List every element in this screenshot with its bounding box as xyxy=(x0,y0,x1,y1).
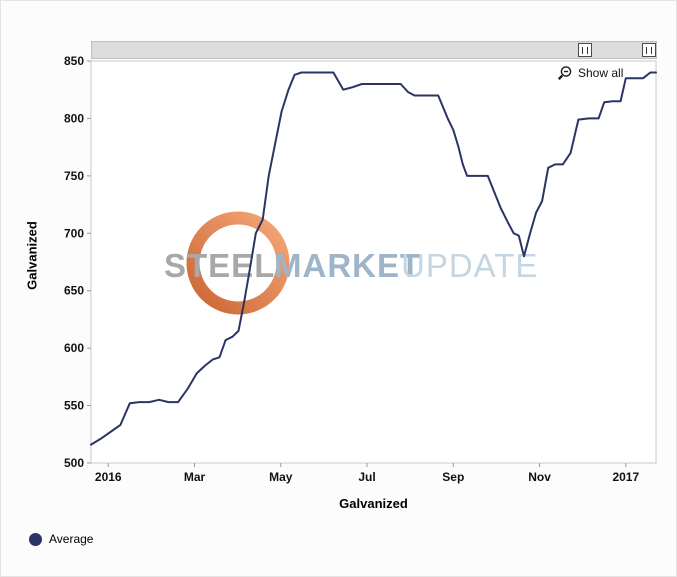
logo-ring-icon xyxy=(186,211,290,315)
chart-range-scrollbar[interactable] xyxy=(91,41,657,59)
y-axis-title: Galvanized xyxy=(24,221,40,290)
x-tick-label: Jul xyxy=(358,470,375,484)
x-tick-label: Nov xyxy=(528,470,551,484)
show-all-button[interactable]: Show all xyxy=(557,65,623,81)
x-tick-label: 2016 xyxy=(95,470,122,484)
plot-background xyxy=(90,60,657,464)
x-tick-label: Mar xyxy=(184,470,206,484)
zoom-out-icon xyxy=(557,66,572,81)
y-tick-label: 750 xyxy=(64,169,84,183)
scrollbar-left-handle[interactable] xyxy=(578,43,592,57)
watermark-word-steel: STEEL xyxy=(164,247,275,284)
x-axis-title: Galvanized xyxy=(339,496,408,511)
scrollbar-right-handle[interactable] xyxy=(642,43,656,57)
axis-ticks: 500 550 600 650 700 750 800 850 2016 Mar May Jul Sep… xyxy=(64,54,640,484)
legend-item-average[interactable]: Average xyxy=(29,532,93,546)
y-tick-label: 700 xyxy=(64,226,84,240)
show-all-label: Show all xyxy=(578,66,624,80)
grip-icon xyxy=(582,46,588,54)
y-tick-label: 600 xyxy=(64,341,84,355)
y-tick-label: 650 xyxy=(64,284,84,298)
series-line-average xyxy=(90,71,657,446)
y-tick-label: 550 xyxy=(64,399,84,413)
legend-marker-icon xyxy=(29,532,42,546)
watermark-word-market: MARKET xyxy=(274,247,421,284)
y-tick-label: 500 xyxy=(64,456,84,470)
watermark-word-update: UPDATE xyxy=(401,247,538,284)
series-layer xyxy=(90,71,657,446)
y-tick-label: 850 xyxy=(64,54,84,68)
grip-icon xyxy=(646,46,652,54)
x-tick-label: May xyxy=(269,470,293,484)
x-tick-label: Sep xyxy=(442,470,464,484)
watermark-logo: STEEL MARKET UPDATE xyxy=(164,211,538,315)
x-tick-label: 2017 xyxy=(612,470,639,484)
legend-label: Average xyxy=(49,532,94,546)
y-tick-label: 800 xyxy=(64,111,84,125)
